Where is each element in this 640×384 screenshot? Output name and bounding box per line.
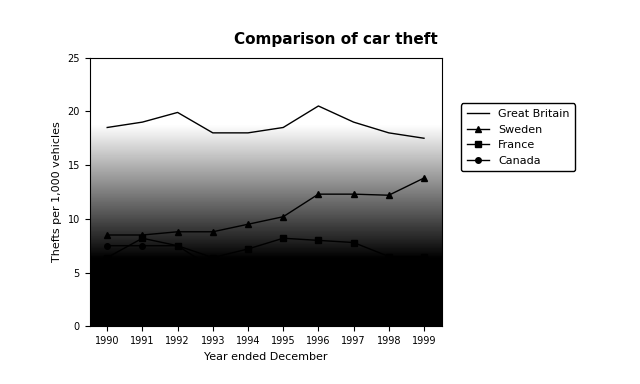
France [385, 254, 393, 259]
Sweden [139, 233, 147, 237]
X-axis label: Year ended December: Year ended December [204, 352, 327, 362]
Great Britain [139, 120, 147, 124]
Canada [103, 243, 111, 248]
Sweden [103, 233, 111, 237]
Line: France: France [104, 235, 427, 260]
Canada [244, 265, 252, 270]
Great Britain [315, 104, 323, 108]
Canada [174, 243, 182, 248]
France [350, 240, 358, 245]
Great Britain [103, 125, 111, 130]
Sweden [279, 214, 287, 219]
Great Britain [174, 110, 182, 115]
Sweden [420, 176, 428, 180]
Great Britain [209, 131, 217, 135]
France [174, 243, 182, 248]
France [420, 254, 428, 259]
Canada [279, 261, 287, 265]
Sweden [244, 222, 252, 227]
France [139, 236, 147, 240]
Canada [139, 243, 147, 248]
France [103, 255, 111, 260]
Great Britain [385, 131, 393, 135]
Great Britain [279, 125, 287, 130]
Canada [385, 257, 393, 262]
Great Britain [420, 136, 428, 141]
France [315, 238, 323, 243]
Great Britain [244, 131, 252, 135]
Title: Comparison of car theft: Comparison of car theft [234, 32, 438, 47]
France [209, 255, 217, 260]
Legend: Great Britain, Sweden, France, Canada: Great Britain, Sweden, France, Canada [461, 103, 575, 171]
Sweden [174, 230, 182, 234]
Sweden [209, 230, 217, 234]
Canada [420, 254, 428, 259]
Sweden [315, 192, 323, 197]
Y-axis label: Thefts per 1,000 vehicles: Thefts per 1,000 vehicles [52, 122, 62, 262]
Line: Canada: Canada [104, 243, 427, 271]
Canada [350, 260, 358, 264]
Sweden [385, 193, 393, 197]
Canada [209, 266, 217, 271]
Line: Great Britain: Great Britain [107, 106, 424, 138]
Canada [315, 260, 323, 264]
Great Britain [350, 120, 358, 124]
Line: Sweden: Sweden [104, 175, 427, 238]
France [244, 247, 252, 251]
Sweden [350, 192, 358, 197]
France [279, 236, 287, 240]
